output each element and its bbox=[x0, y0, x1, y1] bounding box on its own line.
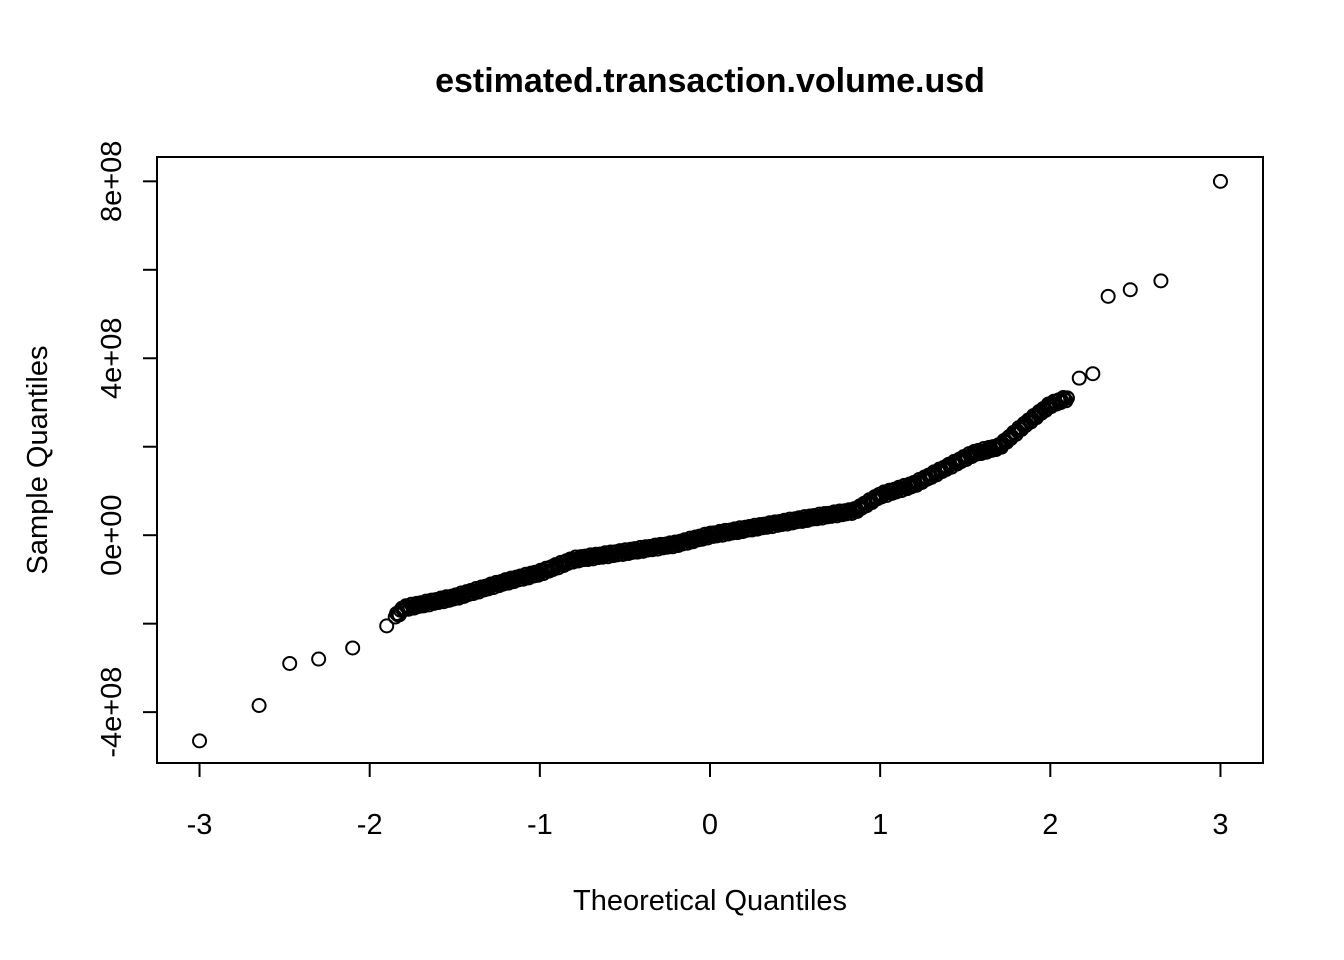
qq-point bbox=[345, 640, 361, 656]
qq-point bbox=[1100, 288, 1116, 304]
x-tick-label: -2 bbox=[357, 809, 383, 841]
qq-point bbox=[282, 655, 298, 671]
plot-frame bbox=[156, 156, 1264, 764]
y-tick-label: 8e+08 bbox=[96, 141, 128, 222]
y-tick-label: 4e+08 bbox=[96, 318, 128, 399]
y-tick-label: 0e+00 bbox=[96, 494, 128, 575]
qq-point bbox=[1153, 273, 1169, 289]
qq-point bbox=[1122, 282, 1138, 298]
x-tick-label: 0 bbox=[702, 809, 718, 841]
qq-point bbox=[1212, 173, 1228, 189]
qq-point bbox=[1085, 366, 1101, 382]
y-axis-label: Sample Quantiles bbox=[22, 346, 54, 575]
qq-point bbox=[1042, 397, 1058, 413]
x-axis: -3 -2 -1 0 1 2 3 bbox=[187, 762, 1229, 841]
x-tick-label: -3 bbox=[187, 809, 213, 841]
qq-point bbox=[192, 733, 208, 749]
x-tick-label: -1 bbox=[527, 809, 553, 841]
x-axis-label: Theoretical Quantiles bbox=[573, 885, 847, 917]
qq-point bbox=[1059, 390, 1075, 406]
y-axis: -4e+08 0e+00 4e+08 8e+08 bbox=[96, 141, 158, 758]
qq-point bbox=[1071, 370, 1087, 386]
qq-point bbox=[251, 698, 267, 713]
y-tick-label: -4e+08 bbox=[96, 667, 128, 758]
qq-point bbox=[379, 618, 395, 634]
x-tick-label: 1 bbox=[872, 809, 888, 841]
x-tick-label: 2 bbox=[1042, 809, 1058, 841]
x-tick-label: 3 bbox=[1212, 809, 1228, 841]
chart-title: estimated.transaction.volume.usd bbox=[435, 62, 985, 100]
data-points bbox=[192, 173, 1228, 749]
qq-point bbox=[311, 651, 327, 667]
